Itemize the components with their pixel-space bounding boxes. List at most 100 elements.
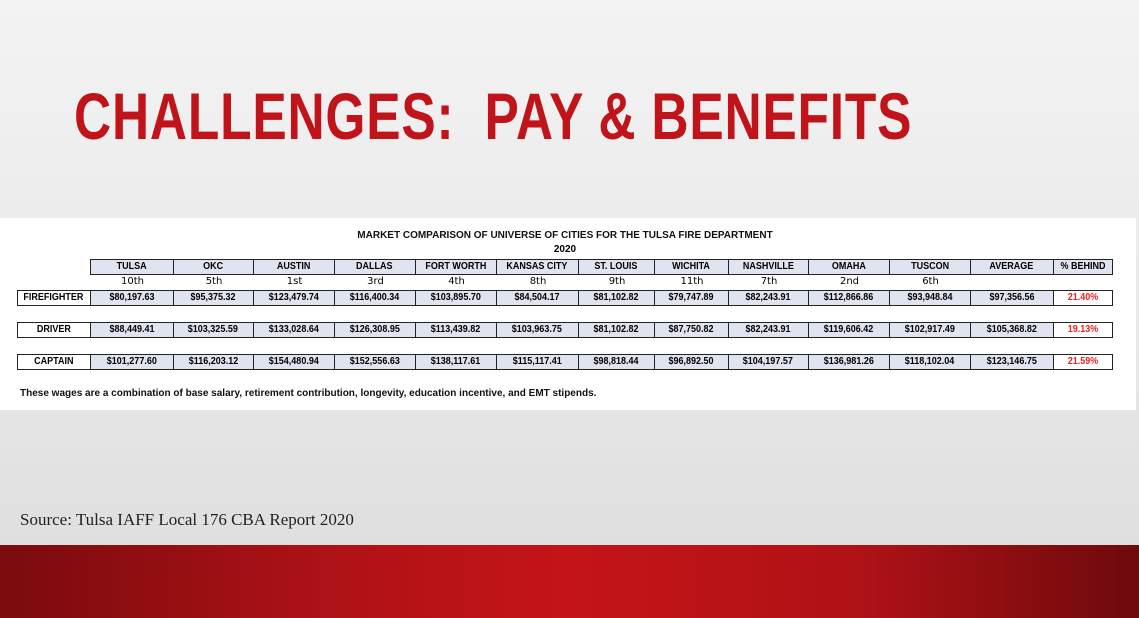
value-cell-text: $123,479.74 [268,292,319,303]
value-cell: $103,963.75 [495,322,579,338]
value-cell-text: $96,892.50 [668,356,714,367]
column-header: AUSTIN [252,259,335,275]
value-cell: $118,102.04 [888,354,971,370]
table-note: These wages are a combination of base sa… [20,388,597,399]
column-header: TULSA [89,259,174,275]
value-cell: $79,747.89 [653,290,729,306]
column-header: WICHITA [653,259,729,275]
value-cell: $116,400.34 [333,290,416,306]
column-header-text: OKC [203,261,224,272]
column-header: % BEHIND [1052,259,1113,275]
column-header: ST. LOUIS [577,259,655,275]
value-cell: $93,948.84 [888,290,971,306]
column-header-text: ST. LOUIS [594,261,638,272]
value-cell-text: $80,197.63 [109,292,155,303]
column-header-text: % BEHIND [1060,261,1106,272]
value-cell-text: $116,203.12 [188,356,239,367]
rank-cell: 3rd [367,276,384,287]
value-cell-text: $152,556.63 [349,356,400,367]
rank-cell: 2nd [839,276,860,287]
column-header: DALLAS [333,259,416,275]
value-cell: $136,981.26 [807,354,890,370]
value-cell: $95,375.32 [172,290,254,306]
value-cell-text: $136,981.26 [823,356,874,367]
column-header: TUSCON [888,259,971,275]
value-cell-text: $84,504.17 [514,292,560,303]
rank-cell [1054,276,1113,289]
table-year: 2020 [553,244,577,255]
value-cell-text: $133,028.64 [268,324,319,335]
column-header-text: AVERAGE [989,261,1034,272]
value-cell-text: $79,747.89 [668,292,714,303]
value-cell: $81,102.82 [577,290,655,306]
column-header-text: WICHITA [672,261,711,272]
value-cell-text: $95,375.32 [190,292,236,303]
column-header: KANSAS CITY [495,259,579,275]
value-cell-text: $93,948.84 [907,292,953,303]
column-header: OKC [172,259,254,275]
column-header-text: FORT WORTH [425,261,487,272]
value-cell: $123,479.74 [252,290,335,306]
value-cell-text: $101,277.60 [106,356,157,367]
value-cell: $104,197.57 [727,354,809,370]
rank-cell [971,276,1054,289]
value-cell: $88,449.41 [89,322,174,338]
value-cell: $102,917.49 [888,322,971,338]
rank-cell: 10th [121,276,144,287]
value-cell-text: $113,439.82 [430,324,481,335]
value-cell: $103,325.59 [172,322,254,338]
row-label-text: DRIVER [36,324,71,335]
table-row: FIREFIGHTER $80,197.63 $95,375.32 $123,479.… [16,290,1113,306]
value-cell-text: $97,356.56 [989,292,1035,303]
value-cell-text: $82,243.91 [745,324,791,335]
percent-behind-cell-text: 21.40% [1067,292,1099,303]
column-header-text: AUSTIN [276,261,311,272]
row-label: DRIVER [16,322,91,338]
value-cell-text: $81,102.82 [593,292,639,303]
value-cell: $80,197.63 [89,290,174,306]
value-cell: $101,277.60 [89,354,174,370]
value-cell-text: $104,197.57 [743,356,794,367]
value-cell-text: $115,117.41 [512,356,562,367]
value-cell-text: $103,963.75 [512,324,563,335]
value-cell: $116,203.12 [172,354,254,370]
table-row: DRIVER $88,449.41 $103,325.59 $133,028.64 $1… [16,322,1113,338]
value-cell: $96,892.50 [653,354,729,370]
value-cell-text: $81,102.82 [593,324,639,335]
percent-behind-cell-text: 21.59% [1067,356,1099,367]
value-cell-text: $116,400.34 [349,292,400,303]
value-cell: $115,117.41 [495,354,579,370]
row-label-text: CAPTAIN [34,356,74,367]
row-label-text: FIREFIGHTER [23,292,84,303]
rank-cell: 7th [760,276,778,287]
value-cell: $87,750.82 [653,322,729,338]
table-row: CAPTAIN $101,277.60 $116,203.12 $154,480.94… [16,354,1113,370]
value-cell-text: $112,866.86 [823,292,874,303]
value-cell-text: $123,146.75 [986,356,1037,367]
column-header-text: TULSA [116,261,147,272]
value-cell-text: $105,368.82 [986,324,1037,335]
value-cell: $154,480.94 [252,354,335,370]
value-cell-text: $119,606.42 [823,324,874,335]
header-row: TULSA OKC AUSTIN DALLAS FORT WORTH KANSAS CIT… [89,259,1113,275]
column-header-text: TUSCON [910,261,949,272]
value-cell: $133,028.64 [252,322,335,338]
row-label: CAPTAIN [16,354,91,370]
value-cell: $103,895.70 [414,290,497,306]
value-cell: $97,356.56 [969,290,1054,306]
rank-cell: 1st [286,276,303,287]
column-header-text: NASHVILLE [742,261,794,272]
percent-behind-cell: 21.40% [1052,290,1113,306]
rank-cell: 4th [448,276,465,287]
value-cell: $105,368.82 [969,322,1054,338]
value-cell-text: $126,308.95 [349,324,400,335]
value-cell: $82,243.91 [727,322,809,338]
column-header-text: KANSAS CITY [506,261,568,272]
column-header: NASHVILLE [727,259,809,275]
comparison-table-panel: MARKET COMPARISON OF UNIVERSE OF CITIES … [0,218,1136,410]
value-cell: $84,504.17 [495,290,579,306]
column-header: AVERAGE [969,259,1054,275]
value-cell-text: $103,325.59 [188,324,239,335]
column-header: OMAHA [807,259,890,275]
value-cell: $82,243.91 [727,290,809,306]
